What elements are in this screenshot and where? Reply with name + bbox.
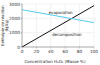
- x-grid-line: [22, 4, 23, 47]
- annotation: decomposition: [52, 32, 82, 37]
- line-series: [22, 6, 94, 47]
- x-axis-label: Concentration H₂O₂ (Masse %): [25, 59, 86, 64]
- y-tick-label: 3000: [9, 2, 20, 7]
- y-grid-line: [22, 47, 94, 48]
- y-grid-line: [22, 18, 94, 19]
- x-tick-label: 100: [90, 49, 98, 54]
- x-tick-label: 40: [48, 49, 54, 54]
- x-tick-label: 0: [21, 49, 24, 54]
- line-series: [22, 10, 94, 23]
- y-tick-label: 0: [17, 45, 20, 50]
- x-grid-line: [94, 4, 95, 47]
- y-grid-line: [22, 4, 94, 5]
- y-axis: [22, 4, 23, 47]
- x-tick-label: 60: [62, 49, 68, 54]
- y-tick-label: 2000: [9, 16, 20, 21]
- x-grid-line: [36, 4, 37, 47]
- plot-area: [22, 6, 94, 47]
- x-axis: [22, 47, 94, 48]
- y-tick-label: 1000: [9, 30, 20, 35]
- x-grid-line: [79, 4, 80, 47]
- x-tick-label: 80: [77, 49, 83, 54]
- y-axis-label-line: (kJ/kg): [4, 19, 9, 32]
- chart: 0204060801000100020003000evaporationdeco…: [0, 0, 100, 65]
- y-axis-label: Enthalpie de réaction(kJ/kg): [0, 5, 9, 46]
- x-tick-label: 20: [34, 49, 40, 54]
- annotation: evaporation: [49, 10, 73, 15]
